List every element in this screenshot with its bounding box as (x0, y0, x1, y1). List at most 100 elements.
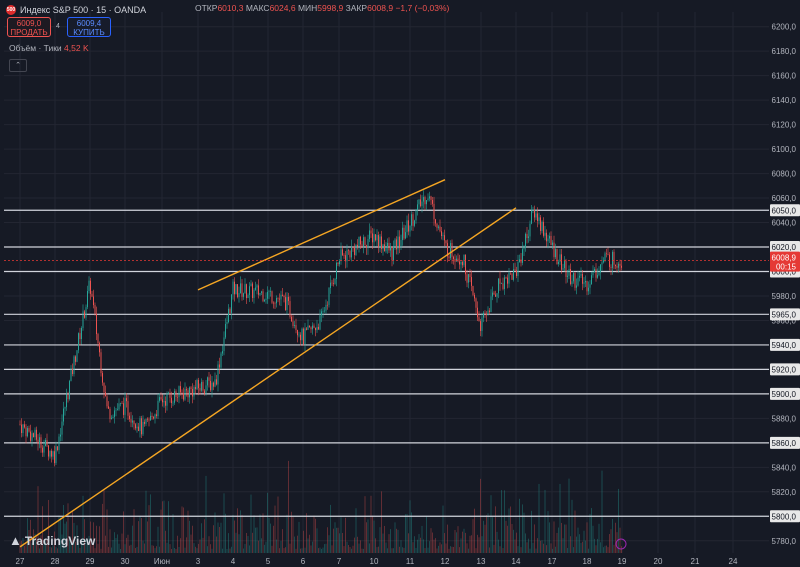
candle-body (187, 390, 189, 398)
candle-body (238, 293, 240, 298)
candle-body (162, 399, 163, 403)
candle-body (522, 249, 523, 263)
volume-bar (37, 486, 39, 553)
level-label: 6050,0 (772, 206, 797, 215)
candle-body (37, 439, 39, 445)
volume-bar (211, 548, 213, 553)
candle-body (385, 247, 387, 252)
volume-bar (205, 475, 207, 553)
candle-body (205, 385, 207, 394)
volume-bar (210, 544, 211, 553)
candle-body (111, 417, 112, 419)
candle-body (369, 230, 370, 240)
volume-bar (406, 513, 408, 553)
volume-bar (93, 522, 94, 553)
candlesticks (19, 190, 622, 467)
volume-bar (250, 494, 252, 553)
symbol-title: Индекс S&P 500 · 15 · OANDA (20, 5, 147, 15)
candle-body (258, 285, 259, 295)
volume-bar (46, 539, 48, 553)
candle-body (255, 287, 256, 290)
candle-body (241, 283, 243, 297)
volume-bar (598, 523, 600, 553)
volume-bar (562, 538, 564, 553)
volume-bar (262, 513, 264, 553)
candle-body (547, 238, 549, 242)
volume-bar (421, 525, 423, 553)
volume-bar (132, 525, 133, 553)
candle-body (114, 410, 115, 417)
volume-bar (403, 547, 405, 553)
volume-bar (72, 510, 73, 553)
buy-button[interactable]: 6009,4 КУПИТЬ (67, 17, 111, 37)
candle-body (441, 231, 442, 236)
volume-bar (172, 514, 174, 553)
candle-body (433, 203, 435, 220)
candle-body (36, 429, 37, 440)
volume-bar (273, 525, 274, 553)
volume-bar (316, 528, 318, 553)
buy-label: КУПИТЬ (73, 28, 105, 37)
volume-bar (397, 529, 399, 553)
candle-body (459, 261, 460, 265)
volume-bar (298, 521, 300, 553)
sell-button[interactable]: 6009,0 ПРОДАТЬ (7, 17, 51, 37)
volume-bar (19, 541, 21, 553)
volume-bar (579, 534, 580, 553)
volume-indicator-legend[interactable]: Объём · Тики 4,52 K (9, 43, 89, 53)
volume-bar (586, 522, 588, 553)
candle-body (169, 392, 171, 398)
candle-body (264, 299, 265, 302)
volume-bar (439, 542, 441, 553)
candle-body (567, 275, 568, 277)
volume-bar (411, 512, 412, 553)
volume-bar (465, 532, 466, 553)
candle-body (397, 236, 399, 250)
candle-body (358, 236, 360, 247)
candle-body (463, 254, 465, 266)
candle-body (174, 391, 175, 403)
candle-body (69, 381, 70, 400)
volume-bar (595, 545, 597, 553)
candle-body (583, 282, 585, 284)
candle-body (619, 263, 621, 266)
candle-body (39, 437, 40, 445)
volume-bar (501, 490, 502, 553)
volume-bar (574, 510, 576, 553)
candle-body (310, 327, 312, 330)
volume-bar (430, 528, 432, 553)
volume-bar (85, 538, 87, 553)
candle-body (153, 417, 154, 419)
volume-bar (522, 504, 523, 553)
volume-bar (318, 548, 319, 553)
volume-bar (405, 514, 406, 553)
volume-bar (325, 543, 327, 553)
low-value: 5998,9 (317, 3, 344, 13)
chevron-up-icon[interactable]: ⌃ (9, 59, 27, 72)
symbol-header[interactable]: 500 Индекс S&P 500 · 15 · OANDA (6, 3, 146, 17)
candle-body (618, 263, 619, 268)
volume-bar (495, 506, 496, 553)
volume-bar (357, 536, 358, 553)
candle-body (325, 304, 327, 311)
volume-bar (129, 545, 130, 553)
volume-bar (423, 539, 424, 553)
sell-label: ПРОДАТЬ (10, 28, 48, 37)
volume-bar (369, 543, 370, 553)
candle-body (526, 233, 528, 238)
candle-body (513, 269, 514, 280)
candle-body (405, 232, 406, 239)
volume-bar (466, 543, 468, 553)
candle-body (138, 426, 139, 431)
volume-bar (160, 509, 162, 553)
volume-bar (372, 515, 373, 553)
candle-body (408, 220, 409, 232)
candle-body (390, 246, 391, 251)
candle-body (297, 330, 298, 336)
candle-body (556, 249, 558, 265)
volume-bar (112, 539, 114, 553)
candle-body (273, 302, 274, 304)
candle-body (232, 281, 234, 295)
level-tag (770, 363, 800, 376)
